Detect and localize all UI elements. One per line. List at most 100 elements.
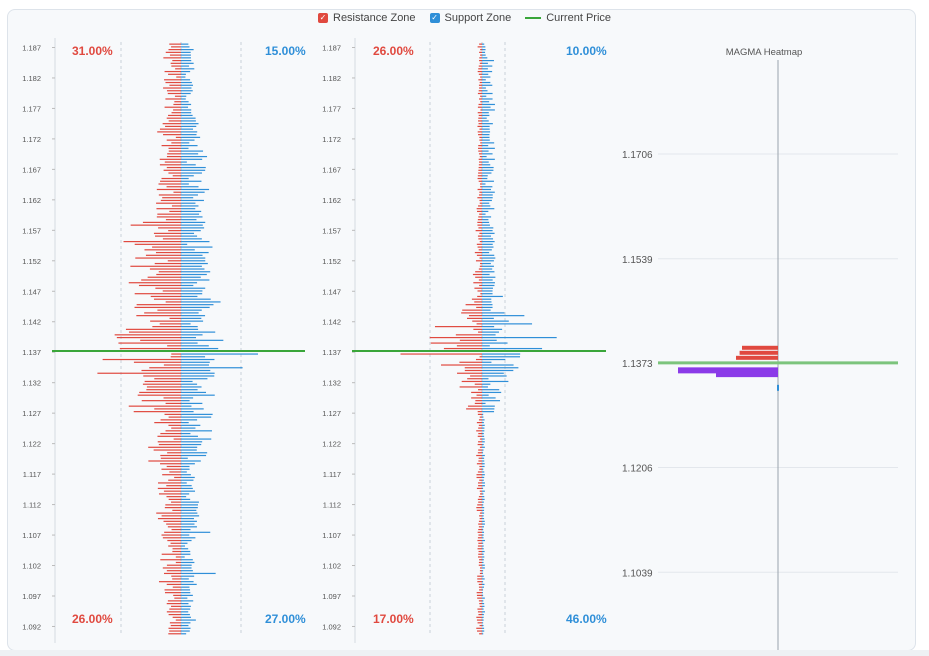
resistance-bar bbox=[172, 550, 181, 553]
support-bar bbox=[181, 216, 203, 218]
support-bar bbox=[482, 304, 493, 306]
resistance-bar bbox=[162, 238, 181, 240]
heatmap-ask-band bbox=[739, 350, 778, 355]
resistance-bar bbox=[477, 92, 482, 95]
support-bar bbox=[181, 240, 210, 243]
resistance-bar bbox=[478, 123, 482, 125]
support-bar bbox=[482, 594, 484, 596]
resistance-bar bbox=[163, 134, 181, 136]
support-bar bbox=[181, 51, 191, 53]
support-bar bbox=[181, 254, 203, 256]
resistance-bar bbox=[168, 172, 181, 174]
support-bar bbox=[181, 496, 187, 498]
support-bar bbox=[181, 512, 198, 514]
resistance-bar bbox=[476, 592, 482, 594]
support-bar bbox=[181, 334, 203, 336]
support-bar bbox=[482, 312, 505, 314]
support-bar bbox=[181, 103, 192, 106]
resistance-bar bbox=[165, 51, 181, 53]
resistance-bar bbox=[478, 424, 482, 426]
chart-legend: ✓ Resistance Zone ✓ Support Zone Current… bbox=[0, 8, 929, 28]
support-bar bbox=[181, 183, 189, 185]
resistance-bar bbox=[161, 468, 181, 470]
resistance-bar bbox=[157, 517, 181, 520]
heatmap-support-mark bbox=[777, 384, 779, 391]
resistance-bar bbox=[102, 358, 181, 361]
support-bar bbox=[482, 342, 508, 344]
resistance-bar bbox=[476, 430, 482, 432]
resistance-bar bbox=[478, 419, 482, 421]
heatmap-y-tick-label: 1.1706 bbox=[622, 150, 653, 161]
support-bar bbox=[482, 490, 485, 492]
resistance-bar bbox=[168, 498, 181, 500]
support-checkbox-icon[interactable]: ✓ bbox=[429, 13, 440, 23]
support-bar bbox=[482, 375, 507, 377]
resistance-bar bbox=[475, 230, 482, 232]
resistance-bar bbox=[478, 65, 482, 67]
resistance-bar bbox=[157, 309, 181, 311]
support-bar bbox=[482, 161, 489, 163]
resistance-bar bbox=[479, 81, 482, 84]
support-bar bbox=[482, 474, 485, 476]
support-bar bbox=[482, 125, 490, 128]
support-bar bbox=[181, 131, 198, 133]
support-bar bbox=[482, 268, 493, 270]
resistance-bar bbox=[118, 342, 181, 344]
resistance-bar bbox=[474, 287, 482, 289]
support-bar bbox=[181, 142, 190, 144]
support-bar bbox=[482, 630, 485, 632]
support-bar bbox=[482, 95, 487, 97]
resistance-bar bbox=[133, 361, 181, 363]
support-bar bbox=[181, 123, 199, 125]
resistance-bar bbox=[480, 142, 482, 144]
support-bar bbox=[181, 92, 191, 95]
resistance-bar bbox=[476, 394, 482, 396]
resistance-bar bbox=[476, 254, 482, 256]
resistance-bar bbox=[123, 240, 181, 243]
support-bar bbox=[181, 353, 258, 355]
support-bar bbox=[181, 600, 194, 602]
legend-current-price[interactable]: Current Price bbox=[525, 8, 611, 28]
resistance-bar bbox=[150, 295, 181, 298]
resistance-bar bbox=[175, 556, 181, 558]
support-bar bbox=[482, 411, 495, 413]
resistance-bar bbox=[477, 548, 482, 550]
support-bar bbox=[181, 419, 198, 421]
resistance-bar bbox=[476, 463, 482, 465]
support-bar bbox=[181, 531, 211, 533]
support-bar bbox=[482, 443, 484, 446]
resistance-bar bbox=[478, 73, 482, 75]
support-bar bbox=[181, 169, 206, 171]
support-bar bbox=[482, 323, 533, 325]
support-bar bbox=[482, 62, 488, 64]
support-bar bbox=[482, 331, 499, 333]
support-bar bbox=[482, 172, 492, 174]
legend-support[interactable]: ✓ Support Zone bbox=[429, 8, 511, 28]
support-bar bbox=[181, 128, 194, 130]
legend-resistance[interactable]: ✓ Resistance Zone bbox=[318, 8, 416, 28]
support-bar bbox=[181, 219, 197, 221]
resistance-bar bbox=[166, 90, 181, 92]
resistance-bar bbox=[478, 427, 482, 429]
support-bar bbox=[482, 427, 485, 429]
support-bar bbox=[181, 43, 189, 45]
resistance-bar bbox=[478, 216, 482, 218]
resistance-bar bbox=[477, 611, 482, 613]
resistance-bar bbox=[477, 106, 482, 108]
resistance-bar bbox=[479, 416, 482, 418]
resistance-checkbox-icon[interactable]: ✓ bbox=[318, 13, 328, 23]
resistance-bar bbox=[160, 432, 181, 435]
resistance-bar bbox=[165, 301, 181, 303]
resistance-bar bbox=[163, 57, 181, 59]
resistance-bar bbox=[160, 559, 181, 561]
panel2-top-left-pct: 26.00% bbox=[373, 44, 414, 58]
resistance-bar bbox=[169, 43, 181, 45]
panel1-y-tick-label: 1.177 bbox=[22, 104, 41, 113]
support-bar bbox=[181, 191, 205, 193]
resistance-bar bbox=[477, 224, 482, 226]
support-bar bbox=[482, 186, 493, 188]
support-bar bbox=[181, 68, 195, 70]
support-bar bbox=[181, 210, 202, 213]
resistance-bar bbox=[166, 523, 181, 525]
support-bar bbox=[482, 320, 509, 322]
